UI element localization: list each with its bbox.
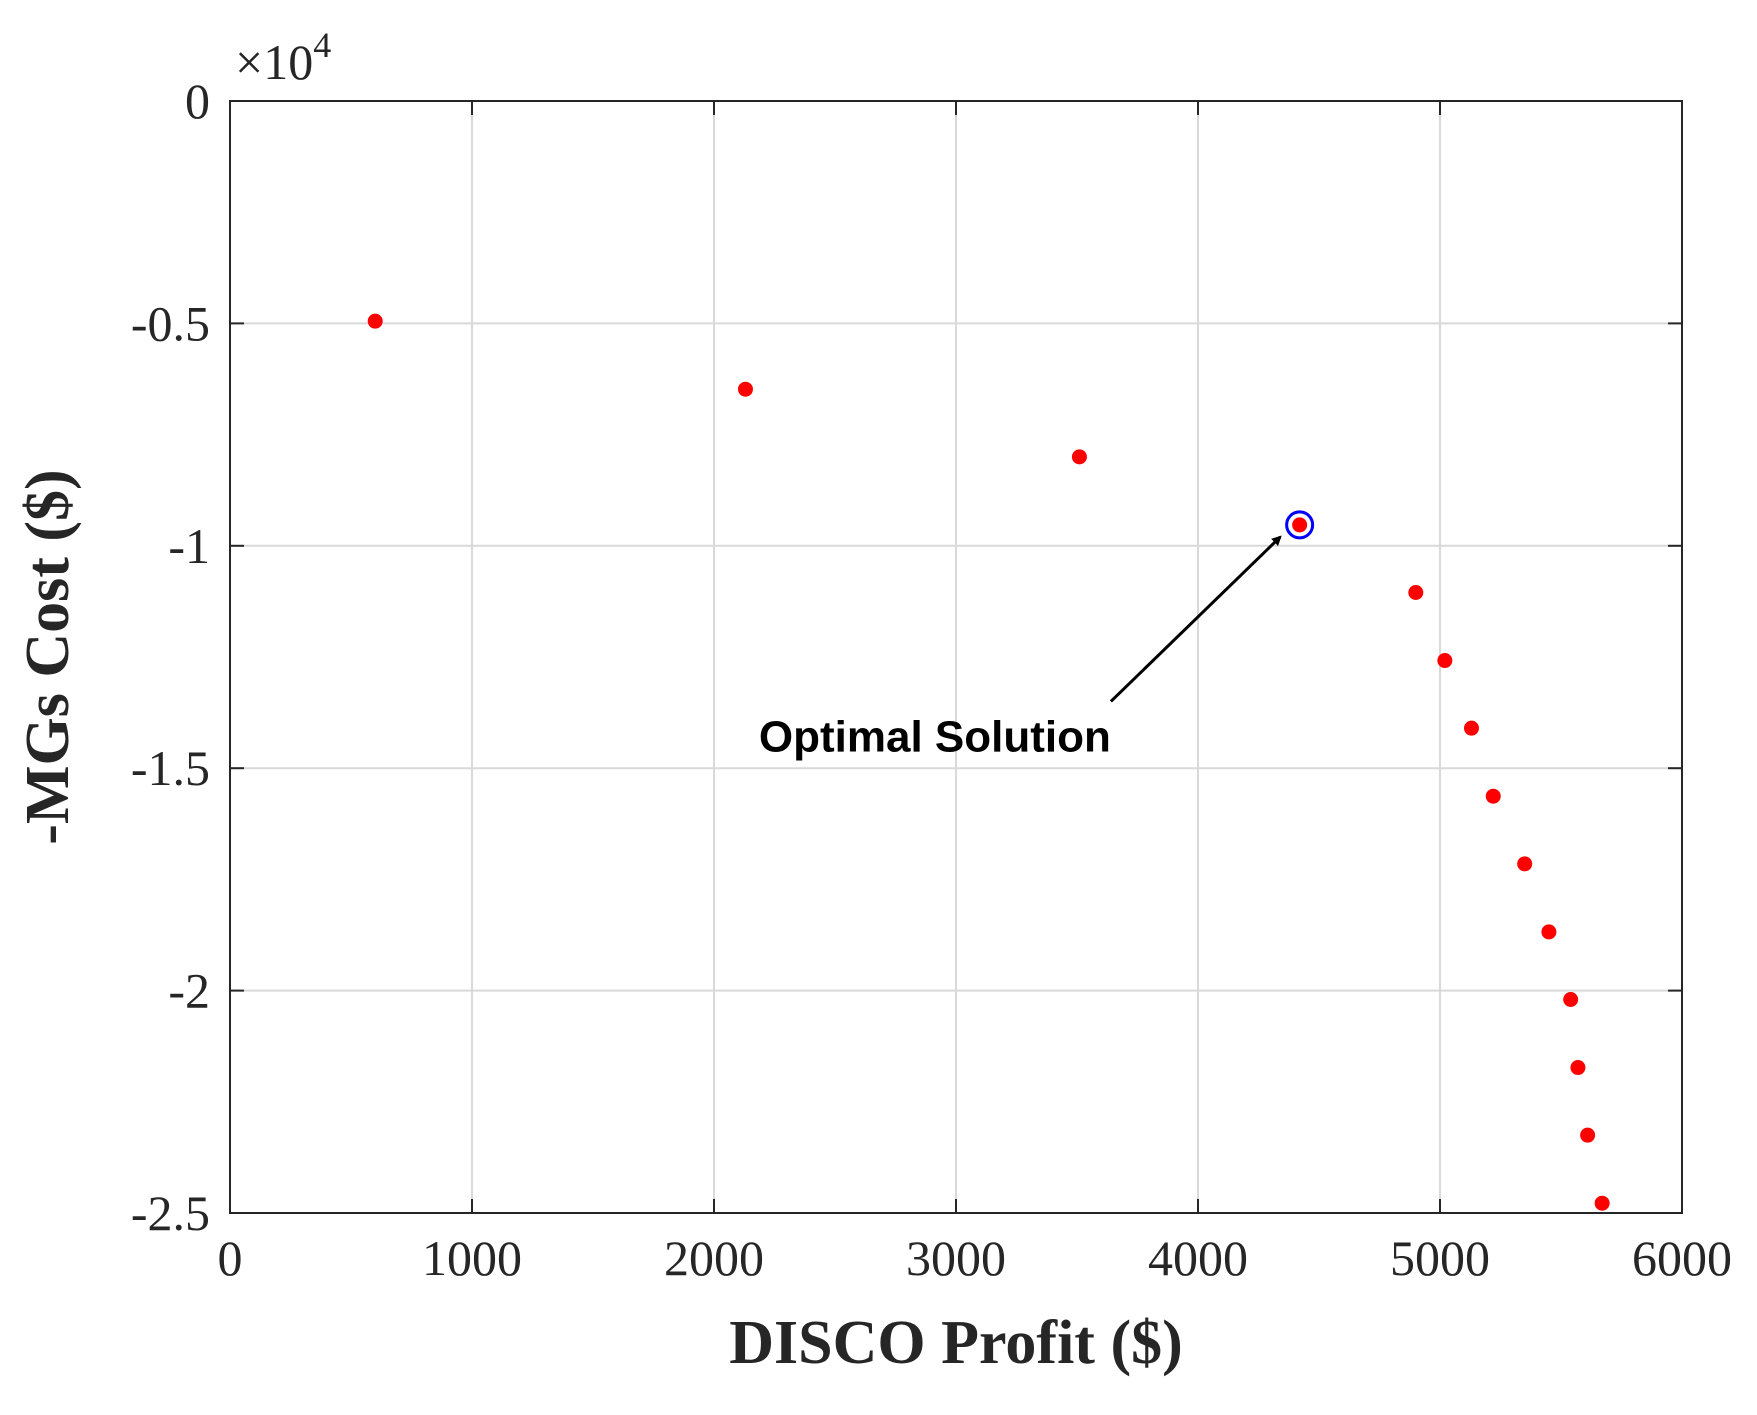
data-point <box>1541 924 1557 940</box>
data-point <box>1485 788 1501 804</box>
data-point <box>1594 1195 1610 1211</box>
x-tick-label: 5000 <box>1390 1230 1490 1286</box>
data-point <box>1071 449 1087 465</box>
data-point <box>1570 1060 1586 1076</box>
optimal-point-marker <box>1285 510 1315 540</box>
x-tick-label: 2000 <box>664 1230 764 1286</box>
data-point <box>1292 517 1308 533</box>
y-axis-title: -MGs Cost ($) <box>14 469 82 844</box>
data-point <box>1437 653 1453 669</box>
y-axis-tick-labels: 0 -0.5 -1 -1.5 -2 -2.5 <box>131 73 210 1241</box>
y-tick-label: -1 <box>168 518 210 574</box>
x-tick-label: 0 <box>218 1230 243 1286</box>
y-tick-label: -1.5 <box>131 740 210 796</box>
x-tick-label: 4000 <box>1148 1230 1248 1286</box>
y-tick-label: -2 <box>168 963 210 1019</box>
x-tick-label: 6000 <box>1632 1230 1732 1286</box>
y-tick-label: 0 <box>185 73 210 129</box>
axis-ticks <box>229 100 1683 1214</box>
data-point <box>1580 1127 1596 1143</box>
annotation-arrow <box>1109 535 1282 703</box>
x-tick-label: 1000 <box>422 1230 522 1286</box>
data-point <box>1463 720 1479 736</box>
annotation: Optimal Solution <box>759 535 1282 761</box>
data-points <box>367 313 1610 1211</box>
x-axis-title: DISCO Profit ($) <box>729 1309 1182 1377</box>
y-axis-exponent: ×104 <box>235 25 331 90</box>
data-point <box>1563 991 1579 1007</box>
y-tick-label: -0.5 <box>131 295 210 351</box>
data-point <box>737 381 753 397</box>
x-tick-label: 3000 <box>906 1230 1006 1286</box>
data-point <box>1517 856 1533 872</box>
y-axis-exponent-power: 4 <box>313 25 331 65</box>
y-tick-label: -2.5 <box>131 1185 210 1241</box>
y-axis-exponent-base: ×10 <box>235 34 313 90</box>
annotation-label: Optimal Solution <box>759 712 1111 761</box>
data-point <box>367 313 383 329</box>
data-point <box>1408 585 1424 601</box>
grid <box>229 100 1683 1214</box>
x-axis-tick-labels: 0 1000 2000 3000 4000 5000 6000 <box>218 1230 1733 1286</box>
